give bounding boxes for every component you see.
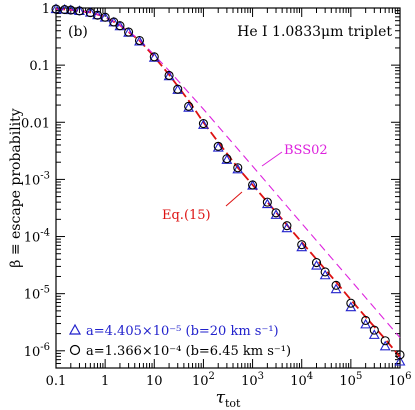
- x-tick-label: 106: [389, 371, 412, 389]
- triangle-point: [232, 163, 244, 174]
- circle-point: [124, 27, 134, 37]
- triangle-point: [281, 222, 293, 233]
- circle-point: [248, 180, 258, 190]
- y-tick-label: 1: [42, 2, 50, 17]
- svg-text:τtot: τtot: [216, 388, 241, 410]
- y-tick-label: 10-6: [24, 342, 50, 360]
- triangle-point: [261, 198, 273, 209]
- circle-point: [380, 336, 390, 346]
- y-axis-label: β ≡ escape probability: [8, 108, 24, 267]
- triangle-point: [311, 259, 322, 270]
- eq15-label: Eq.(15): [162, 208, 211, 223]
- triangle-point: [183, 102, 195, 112]
- circle-point: [395, 350, 405, 360]
- circle-point: [198, 118, 208, 129]
- triangle-point: [368, 329, 380, 339]
- circle-point: [331, 280, 341, 290]
- circle-point: [66, 5, 76, 15]
- data-points: [50, 3, 406, 366]
- triangle-point: [212, 141, 224, 152]
- x-tick-label: 104: [290, 371, 313, 389]
- eq15-pointer: [225, 191, 243, 207]
- x-tick-label: 1: [101, 374, 109, 389]
- circle-point: [233, 163, 243, 173]
- circle-point: [320, 267, 330, 277]
- y-tick-label: 0.1: [29, 59, 50, 74]
- y-tick-label: 0.01: [21, 116, 50, 131]
- plot-frame: [55, 7, 401, 369]
- triangle-point: [197, 119, 209, 129]
- panel-label: (b): [68, 24, 88, 40]
- x-tick-label: 105: [339, 371, 362, 389]
- y-tick-label: 10-5: [24, 285, 50, 303]
- circle-point: [51, 4, 61, 14]
- circle-point: [74, 6, 84, 16]
- circle-point: [100, 12, 110, 22]
- bss02-pointer: [261, 151, 283, 167]
- circle-point: [222, 154, 232, 164]
- circle-point: [271, 208, 281, 218]
- circle-point: [282, 221, 292, 231]
- model-curves: [55, 8, 401, 358]
- x-tick-label: 0.1: [46, 374, 67, 389]
- legend-triangle-marker: [68, 323, 82, 335]
- legend-entry-triangle: a=4.405×10⁻⁵ (b=20 km s⁻¹): [86, 324, 279, 339]
- x-tick-label: 10: [146, 374, 163, 389]
- x-tick-label: 102: [192, 371, 215, 389]
- circle-point: [297, 240, 307, 250]
- bss02-label: BSS02: [284, 143, 328, 158]
- circle-point: [213, 141, 223, 151]
- circle-point: [184, 101, 194, 111]
- circle-point: [311, 258, 322, 268]
- triangle-point: [319, 269, 331, 280]
- x-axis-label: τtot: [216, 388, 241, 410]
- bss02-curve: [55, 8, 401, 338]
- y-tick-label: 10-3: [24, 170, 50, 188]
- circle-point: [361, 315, 371, 325]
- circle-point: [134, 35, 145, 46]
- circle-point: [173, 84, 183, 94]
- circle-point: [115, 21, 125, 31]
- triangle-point: [270, 209, 282, 219]
- legend-entry-circle: a=1.366×10⁻⁴ (b=6.45 km s⁻¹): [86, 344, 291, 359]
- circle-point: [149, 52, 159, 62]
- circle-point: [346, 298, 356, 308]
- x-tick-label: 103: [241, 371, 264, 389]
- legend-circle-marker: [69, 344, 81, 356]
- circle-point: [164, 70, 174, 80]
- circle-point: [369, 325, 379, 335]
- circle-point: [60, 4, 70, 15]
- eq15-curve: [55, 8, 401, 358]
- triangle-point: [296, 241, 308, 252]
- triangle-point: [360, 318, 372, 329]
- circle-point: [262, 197, 272, 207]
- triangle-point: [394, 355, 406, 366]
- legend: a=4.405×10⁻⁵ (b=20 km s⁻¹) a=1.366×10⁻⁴ …: [68, 323, 291, 359]
- y-tick-label: 10-4: [24, 228, 50, 246]
- chart-title: He I 1.0833μm triplet: [237, 24, 392, 40]
- triangle-point: [221, 154, 233, 164]
- triangle-point: [379, 340, 391, 351]
